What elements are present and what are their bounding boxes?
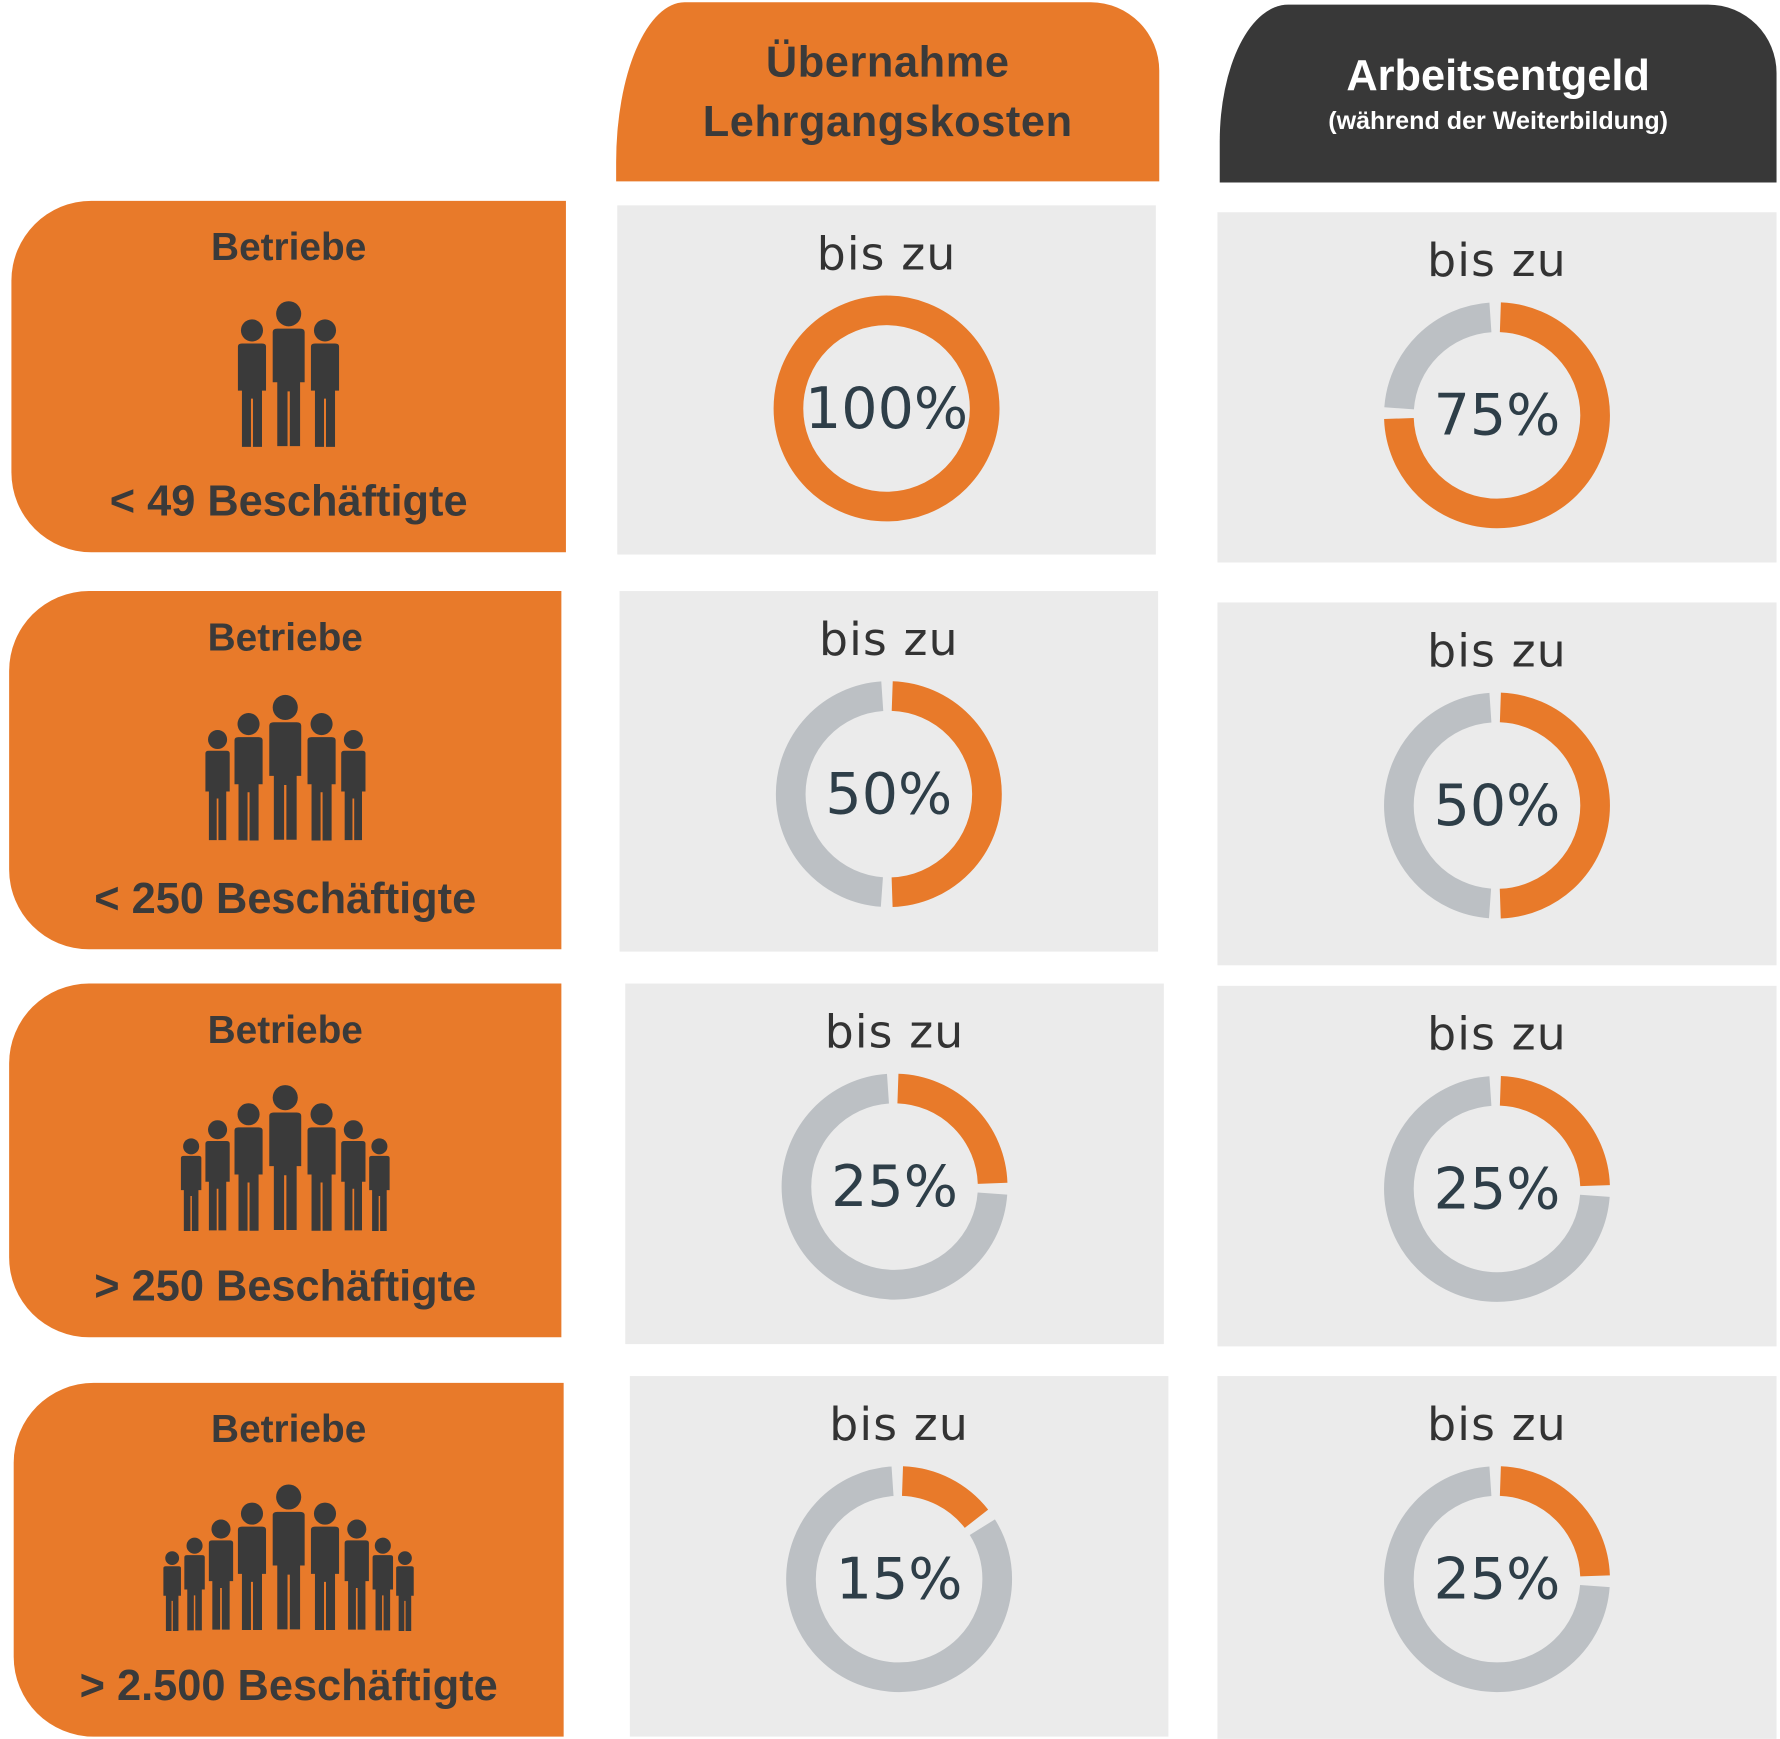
donut-gauge: 25% [1383,1465,1611,1693]
person-icon [205,730,230,841]
person-icon [180,1138,202,1231]
gauge-cell-2-2: bis zu 25% [1217,985,1777,1347]
row-label-0: Betriebe < 49 Beschäftigte [11,200,566,553]
label-betriebe: Betriebe [211,1407,367,1452]
person-icon [372,1537,394,1631]
donut-gauge: 50% [775,680,1003,908]
header-line1: Übernahme [765,38,1010,87]
gauge-cell-3-2: bis zu 25% [1217,1376,1777,1739]
percent-value: 25% [1433,1546,1561,1613]
header-arbeitsentgeld: Arbeitsentgeld (während der Weiterbildun… [1219,4,1777,183]
donut-gauge: 25% [1383,1075,1611,1303]
donut-ring [773,295,1000,522]
person-icon [208,1519,234,1630]
donut-ring [1384,692,1610,919]
donut-ring [1384,302,1610,529]
gauge-cell-1-1: bis zu 50% [619,591,1159,952]
donut-ring [1384,1466,1610,1693]
prefix-text: bis zu [819,613,959,667]
person-icon [163,1550,182,1631]
prefix-text: bis zu [1427,625,1567,678]
prefix-text: bis zu [1427,235,1567,288]
header-line2: Lehrgangskosten [702,97,1073,146]
person-icon [205,1120,230,1231]
donut-gauge: 100% [772,294,1000,522]
percent-value: 50% [1433,772,1561,839]
prefix-text: bis zu [816,228,957,281]
person-icon [344,1519,369,1630]
person-icon [234,1102,263,1231]
percent-value: 25% [1433,1155,1561,1223]
label-employees: < 49 Beschäftigte [109,478,468,527]
donut-ring [781,1073,1008,1300]
person-icon [234,712,263,841]
label-employees: > 2.500 Beschäftigte [79,1662,498,1711]
prefix-text: bis zu [829,1398,969,1452]
donut-gauge: 75% [1383,301,1611,529]
percent-value: 25% [831,1153,958,1220]
donut-ring [786,1466,1013,1693]
person-icon [238,1502,267,1630]
gauge-cell-0-1: bis zu 100% [617,205,1156,555]
donut-gauge: 15% [785,1465,1013,1693]
row-label-2: Betriebe > 250 Beschäftigte [9,983,562,1338]
gauge-cell-1-2: bis zu 50% [1217,602,1777,966]
prefix-text: bis zu [824,1006,965,1059]
header-title: Arbeitsentgeld [1346,52,1650,101]
person-icon [307,1102,336,1231]
label-betriebe: Betriebe [211,225,367,270]
person-icon [272,1484,305,1630]
people-group-icon [179,1084,391,1232]
gauge-cell-0-2: bis zu 75% [1217,212,1777,563]
people-group-icon [162,1483,415,1631]
label-employees: > 250 Beschäftigte [94,1263,477,1312]
percent-value: 50% [825,761,953,828]
person-icon [310,318,340,447]
header-subtitle: (während der Weiterbildung) [1328,106,1669,135]
donut-ring [775,681,1002,908]
label-betriebe: Betriebe [207,616,363,660]
person-icon [184,1537,205,1631]
person-icon [307,712,336,841]
donut-gauge: 25% [780,1073,1008,1301]
person-icon [269,1085,302,1230]
header-lehrgangskosten: Übernahme Lehrgangskosten [616,2,1160,182]
gauge-cell-2-1: bis zu 25% [625,983,1164,1345]
prefix-text: bis zu [1427,1008,1567,1062]
row-label-3: Betriebe > 2.500 Beschäftigte [13,1382,564,1737]
person-icon [340,730,366,841]
row-label-1: Betriebe < 250 Beschäftigte [9,591,562,950]
percent-value: 100% [804,375,969,442]
percent-value: 15% [835,1546,963,1613]
person-icon [310,1502,340,1630]
person-icon [396,1550,414,1631]
person-icon [369,1138,390,1231]
prefix-text: bis zu [1427,1398,1567,1452]
gauge-cell-3-1: bis zu 15% [629,1376,1169,1737]
donut-gauge: 50% [1383,691,1611,919]
person-icon [238,318,267,447]
person-icon [269,694,302,840]
person-icon [272,301,305,447]
person-icon [340,1120,366,1231]
percent-value: 75% [1433,382,1561,449]
label-employees: < 250 Beschäftigte [94,875,477,924]
people-group-icon [235,300,342,448]
donut-ring [1384,1075,1610,1302]
label-betriebe: Betriebe [207,1008,363,1053]
people-group-icon [203,694,367,842]
